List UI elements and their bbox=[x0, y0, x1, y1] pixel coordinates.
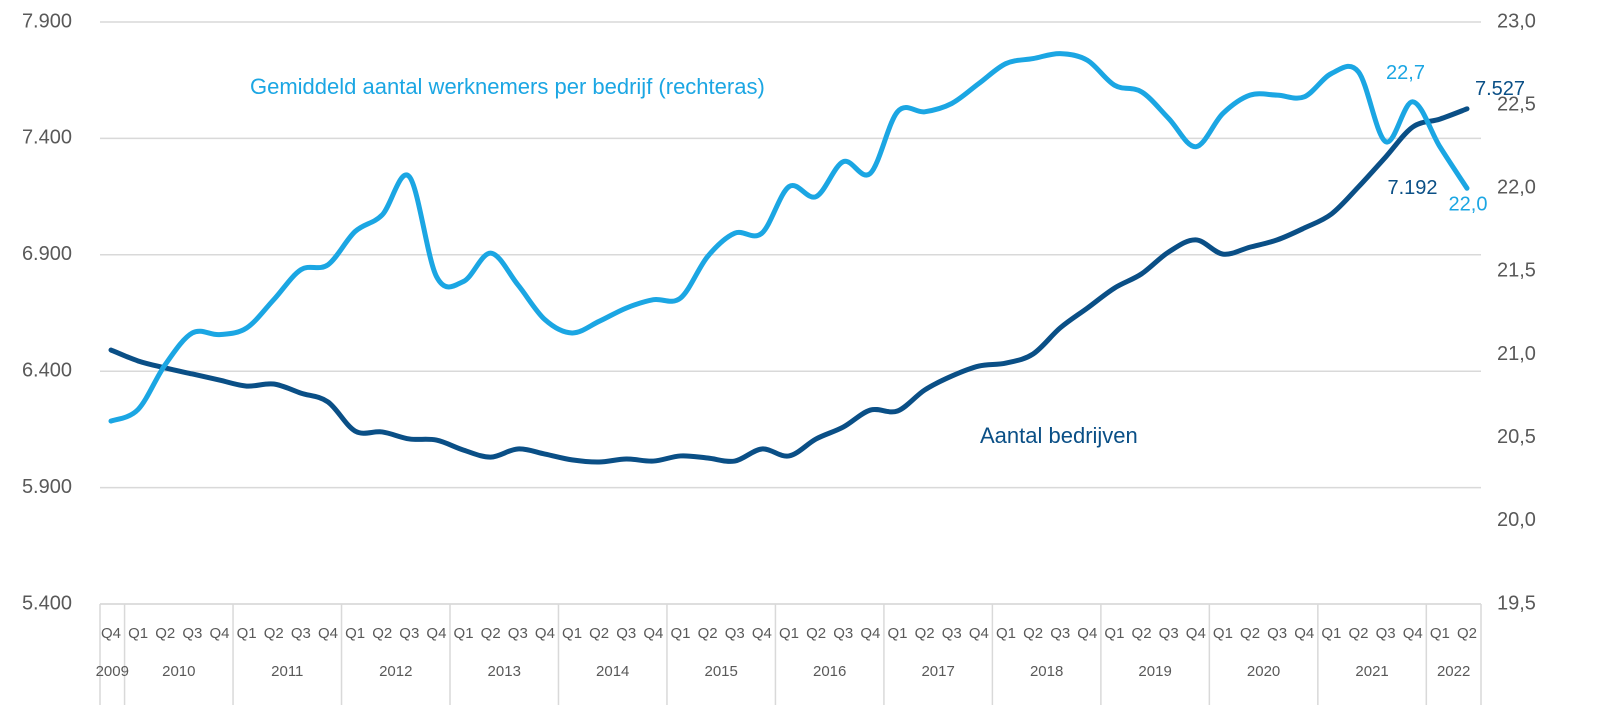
x-tick-label: Q2 bbox=[806, 625, 826, 642]
y-tick-label: 7.900 bbox=[22, 10, 72, 32]
y-tick-label: 6.900 bbox=[22, 243, 72, 265]
x-tick-label: Q4 bbox=[535, 625, 555, 642]
x-tick-label: Q1 bbox=[1104, 625, 1124, 642]
data-label: 22,7 bbox=[1386, 62, 1425, 84]
x-tick-label: Q4 bbox=[643, 625, 663, 642]
y-tick-label: 5.400 bbox=[22, 592, 72, 614]
x-tick-label: Q4 bbox=[318, 625, 338, 642]
x-tick-label: Q1 bbox=[345, 625, 365, 642]
x-tick-label: Q1 bbox=[1213, 625, 1233, 642]
x-tick-label: Q4 bbox=[101, 625, 121, 642]
series-label: Gemiddeld aantal werknemers per bedrijf … bbox=[250, 74, 765, 99]
x-tick-label: Q3 bbox=[942, 625, 962, 642]
x-tick-label: Q2 bbox=[1457, 625, 1477, 642]
year-label: 2014 bbox=[596, 663, 629, 680]
x-tick-label: Q3 bbox=[399, 625, 419, 642]
y2-tick-label: 23,0 bbox=[1497, 10, 1536, 32]
y-tick-label: 5.900 bbox=[22, 476, 72, 498]
x-tick-label: Q2 bbox=[155, 625, 175, 642]
year-label: 2021 bbox=[1355, 663, 1388, 680]
x-tick-label: Q2 bbox=[264, 625, 284, 642]
x-tick-label: Q1 bbox=[128, 625, 148, 642]
x-tick-label: Q2 bbox=[1132, 625, 1152, 642]
y2-tick-label: 19,5 bbox=[1497, 592, 1536, 614]
y2-tick-label: 21,5 bbox=[1497, 260, 1536, 282]
x-tick-label: Q2 bbox=[698, 625, 718, 642]
year-label: 2020 bbox=[1247, 663, 1280, 680]
year-label: 2012 bbox=[379, 663, 412, 680]
x-tick-label: Q1 bbox=[779, 625, 799, 642]
y2-tick-label: 22,5 bbox=[1497, 93, 1536, 115]
x-tick-label: Q4 bbox=[426, 625, 446, 642]
x-tick-label: Q1 bbox=[1430, 625, 1450, 642]
data-label: 7.527 bbox=[1475, 78, 1525, 100]
y2-tick-label: 21,0 bbox=[1497, 343, 1536, 365]
year-label: 2016 bbox=[813, 663, 846, 680]
x-tick-label: Q1 bbox=[454, 625, 474, 642]
x-tick-label: Q1 bbox=[1321, 625, 1341, 642]
x-tick-label: Q3 bbox=[725, 625, 745, 642]
year-label: 2009 bbox=[96, 663, 129, 680]
data-label: 22,0 bbox=[1449, 194, 1488, 216]
year-label: 2019 bbox=[1138, 663, 1171, 680]
series-line bbox=[108, 106, 1470, 465]
year-label: 2010 bbox=[162, 663, 195, 680]
x-tick-label: Q4 bbox=[860, 625, 880, 642]
x-tick-label: Q2 bbox=[1349, 625, 1369, 642]
x-tick-label: Q4 bbox=[752, 625, 772, 642]
x-tick-label: Q4 bbox=[209, 625, 229, 642]
y-tick-label: 7.400 bbox=[22, 127, 72, 149]
x-tick-label: Q3 bbox=[1267, 625, 1287, 642]
x-tick-label: Q3 bbox=[1050, 625, 1070, 642]
x-tick-label: Q3 bbox=[616, 625, 636, 642]
x-tick-label: Q2 bbox=[372, 625, 392, 642]
x-tick-label: Q1 bbox=[562, 625, 582, 642]
year-label: 2011 bbox=[271, 663, 303, 680]
x-tick-label: Q3 bbox=[1376, 625, 1396, 642]
x-tick-label: Q4 bbox=[1186, 625, 1206, 642]
year-label: 2017 bbox=[921, 663, 954, 680]
x-tick-label: Q3 bbox=[833, 625, 853, 642]
x-tick-label: Q4 bbox=[969, 625, 989, 642]
year-label: 2018 bbox=[1030, 663, 1063, 680]
year-label: 2013 bbox=[488, 663, 521, 680]
year-label: 2022 bbox=[1437, 663, 1470, 680]
x-tick-label: Q1 bbox=[237, 625, 257, 642]
x-tick-label: Q1 bbox=[887, 625, 907, 642]
x-tick-label: Q4 bbox=[1077, 625, 1097, 642]
x-tick-label: Q2 bbox=[1023, 625, 1043, 642]
x-tick-label: Q3 bbox=[182, 625, 202, 642]
y2-tick-label: 20,5 bbox=[1497, 426, 1536, 448]
x-tick-label: Q2 bbox=[589, 625, 609, 642]
y2-tick-label: 20,0 bbox=[1497, 509, 1536, 531]
x-tick-label: Q2 bbox=[915, 625, 935, 642]
data-label: 7.192 bbox=[1387, 177, 1437, 199]
year-label: 2015 bbox=[705, 663, 738, 680]
x-tick-label: Q4 bbox=[1403, 625, 1423, 642]
series-line bbox=[108, 51, 1470, 424]
x-tick-label: Q3 bbox=[1159, 625, 1179, 642]
y2-tick-label: 22,0 bbox=[1497, 177, 1536, 199]
y-tick-label: 6.400 bbox=[22, 359, 72, 381]
x-tick-label: Q1 bbox=[996, 625, 1016, 642]
x-tick-label: Q1 bbox=[671, 625, 691, 642]
x-tick-label: Q4 bbox=[1294, 625, 1314, 642]
x-tick-label: Q2 bbox=[481, 625, 501, 642]
x-tick-label: Q2 bbox=[1240, 625, 1260, 642]
x-tick-label: Q3 bbox=[291, 625, 311, 642]
series-label: Aantal bedrijven bbox=[980, 423, 1138, 448]
x-tick-label: Q3 bbox=[508, 625, 528, 642]
